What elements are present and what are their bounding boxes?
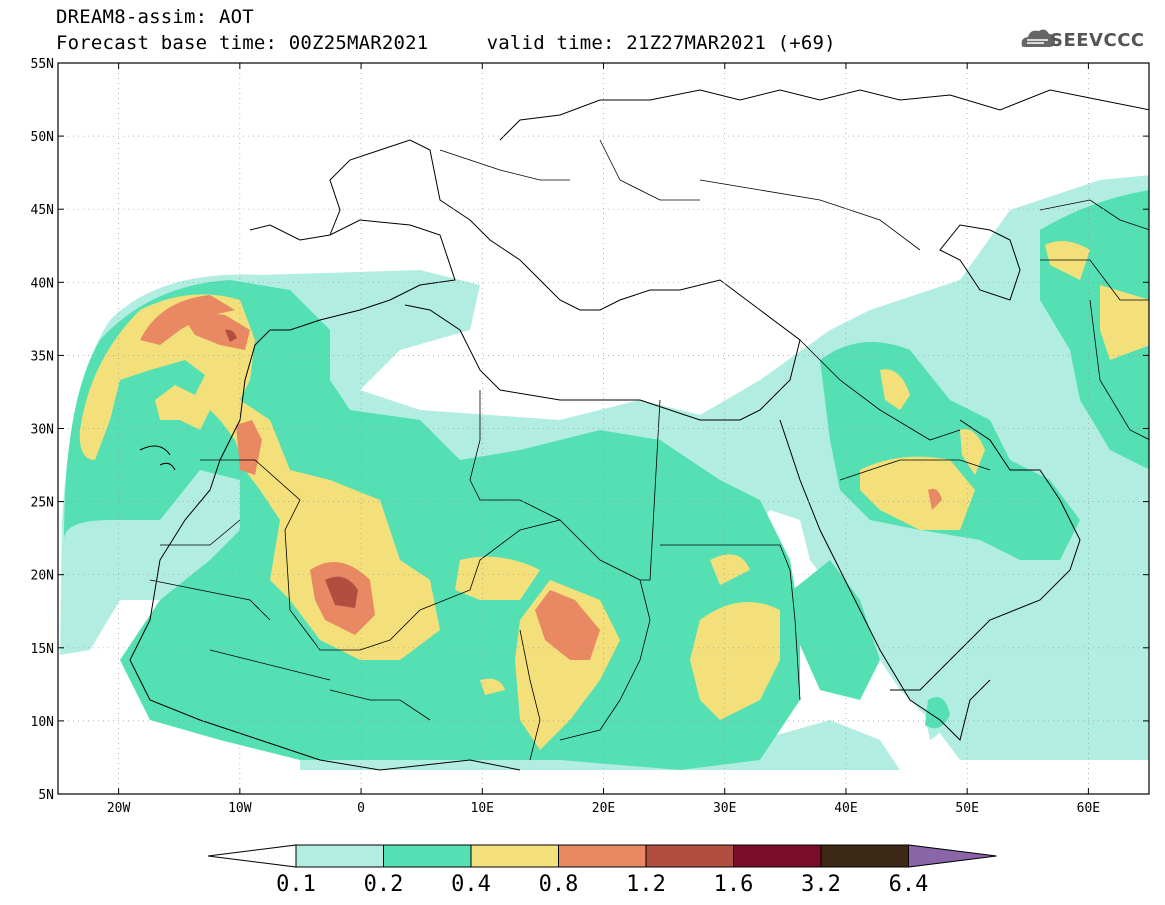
colorbar-segment [820, 844, 909, 868]
colorbar-arrow-right [908, 844, 997, 868]
aot-level-1-2 [225, 329, 358, 608]
map-title: DREAM8-assim: AOT [56, 6, 254, 28]
lat-label: 5N [38, 788, 54, 803]
colorbar-label: 1.2 [626, 872, 666, 897]
cloud-icon [1021, 29, 1056, 47]
longitude-labels: 20W 10W 0 10E 20E 30E 40E 50E 60E [107, 63, 1100, 816]
lat-label: 30N [31, 423, 54, 438]
colorbar-segment [295, 844, 384, 868]
colorbar-segment [733, 844, 822, 868]
lon-label: 10E [471, 801, 494, 816]
colorbar-label: 0.1 [276, 872, 316, 897]
colorbar-label: 0.2 [364, 872, 404, 897]
colorbar-segment [645, 844, 734, 868]
latitude-labels: 55N 50N 45N 40N 35N 30N 25N 20N 15N 10N 5N [31, 57, 1149, 803]
lat-label: 50N [31, 130, 54, 145]
lat-label: 55N [31, 57, 54, 72]
lon-label: 60E [1077, 801, 1100, 816]
lon-label: 30E [713, 801, 736, 816]
logo-text: SEEVCCC [1050, 30, 1145, 51]
lat-label: 35N [31, 349, 54, 364]
lon-label: 10W [228, 801, 252, 816]
colorbar-label: 1.6 [714, 872, 754, 897]
colorbar-label: 3.2 [801, 872, 841, 897]
lon-label: 50E [955, 801, 978, 816]
country-borders [149, 139, 1149, 761]
colorbar: 0.1 0.2 0.4 0.8 1.2 1.6 3.2 6.4 [207, 844, 997, 897]
lat-label: 15N [31, 642, 54, 657]
forecast-time-line: Forecast base time: 00Z25MAR2021 valid t… [56, 32, 836, 54]
colorbar-label: 0.8 [539, 872, 579, 897]
lat-label: 20N [31, 569, 54, 584]
coastlines [129, 89, 1149, 771]
colorbar-segment [383, 844, 472, 868]
lon-label: 20E [592, 801, 615, 816]
lat-label: 25N [31, 496, 54, 511]
colorbar-segment [558, 844, 647, 868]
colorbar-label: 0.4 [451, 872, 491, 897]
lon-label: 40E [834, 801, 857, 816]
lon-label: 20W [107, 801, 131, 816]
colorbar-arrow-left [207, 844, 297, 868]
aot-field [60, 175, 1149, 770]
lat-label: 40N [31, 276, 54, 291]
lat-label: 10N [31, 715, 54, 730]
lon-label: 0 [357, 801, 365, 816]
lat-label: 45N [31, 203, 54, 218]
colorbar-segment [470, 844, 559, 868]
colorbar-label: 6.4 [889, 872, 929, 897]
grid-lines [58, 63, 1149, 794]
